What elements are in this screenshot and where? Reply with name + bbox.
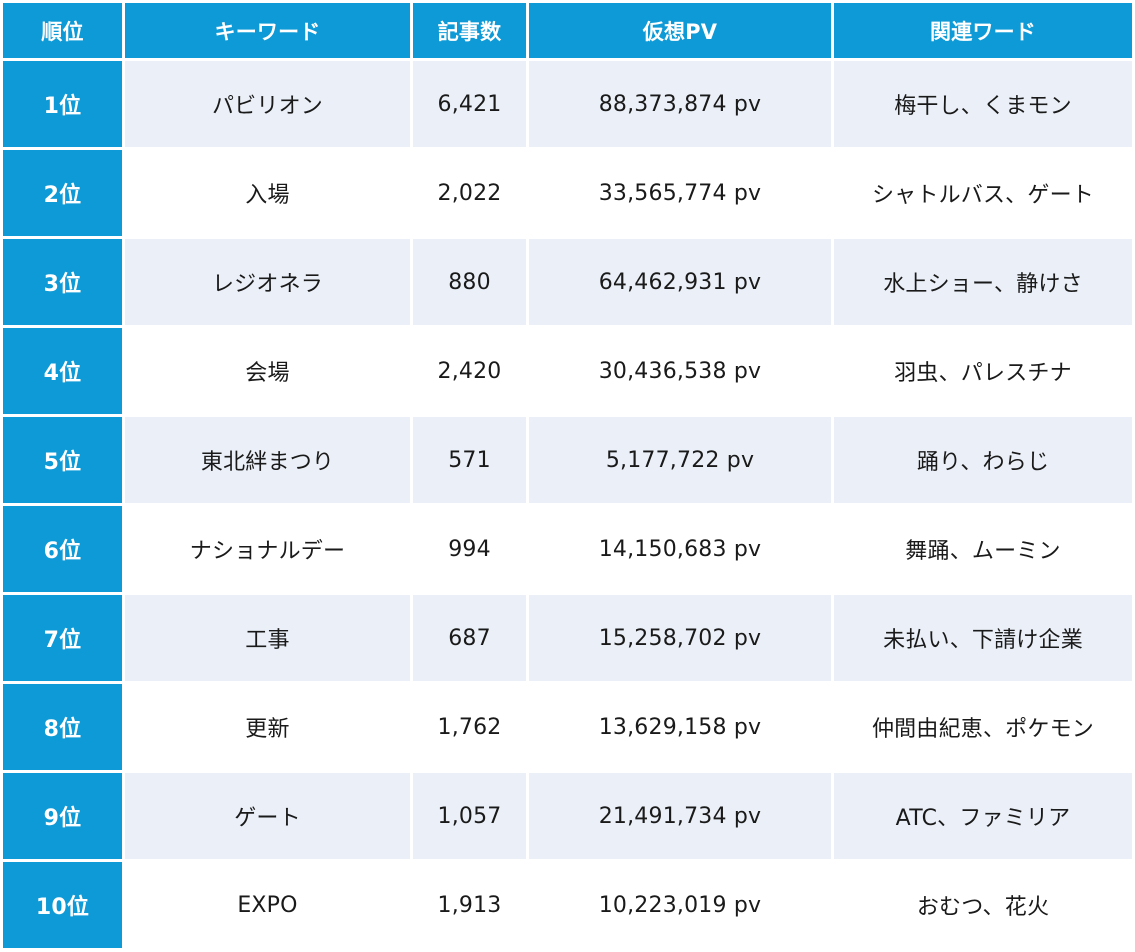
header-keyword: キーワード — [125, 3, 410, 58]
rank-cell: 5位 — [3, 417, 122, 503]
keyword-cell: パビリオン — [125, 61, 410, 147]
virtual-pv-cell: 21,491,734 pv — [529, 773, 831, 859]
keyword-cell: 入場 — [125, 150, 410, 236]
header-related-words: 関連ワード — [834, 3, 1132, 58]
header-virtual-pv: 仮想PV — [529, 3, 831, 58]
keyword-cell: 会場 — [125, 328, 410, 414]
keyword-cell: ナショナルデー — [125, 506, 410, 592]
article-count-cell: 571 — [413, 417, 526, 503]
article-count-cell: 2,022 — [413, 150, 526, 236]
related-words-cell: 羽虫、パレスチナ — [834, 328, 1132, 414]
article-count-cell: 2,420 — [413, 328, 526, 414]
rank-cell: 4位 — [3, 328, 122, 414]
virtual-pv-cell: 15,258,702 pv — [529, 595, 831, 681]
virtual-pv-cell: 33,565,774 pv — [529, 150, 831, 236]
rank-cell: 6位 — [3, 506, 122, 592]
related-words-cell: 水上ショー、静けさ — [834, 239, 1132, 325]
keyword-cell: ゲート — [125, 773, 410, 859]
virtual-pv-cell: 5,177,722 pv — [529, 417, 831, 503]
related-words-cell: 仲間由紀恵、ポケモン — [834, 684, 1132, 770]
rank-cell: 10位 — [3, 862, 122, 948]
article-count-cell: 687 — [413, 595, 526, 681]
rank-cell: 7位 — [3, 595, 122, 681]
virtual-pv-cell: 88,373,874 pv — [529, 61, 831, 147]
keyword-cell: 工事 — [125, 595, 410, 681]
header-article-count: 記事数 — [413, 3, 526, 58]
article-count-cell: 1,057 — [413, 773, 526, 859]
related-words-cell: 舞踊、ムーミン — [834, 506, 1132, 592]
keyword-cell: 更新 — [125, 684, 410, 770]
related-words-cell: シャトルバス、ゲート — [834, 150, 1132, 236]
keyword-cell: レジオネラ — [125, 239, 410, 325]
rank-cell: 9位 — [3, 773, 122, 859]
virtual-pv-cell: 10,223,019 pv — [529, 862, 831, 948]
rank-cell: 8位 — [3, 684, 122, 770]
related-words-cell: ATC、ファミリア — [834, 773, 1132, 859]
rank-cell: 1位 — [3, 61, 122, 147]
virtual-pv-cell: 64,462,931 pv — [529, 239, 831, 325]
rank-cell: 2位 — [3, 150, 122, 236]
article-count-cell: 1,762 — [413, 684, 526, 770]
virtual-pv-cell: 14,150,683 pv — [529, 506, 831, 592]
article-count-cell: 6,421 — [413, 61, 526, 147]
article-count-cell: 994 — [413, 506, 526, 592]
related-words-cell: おむつ、花火 — [834, 862, 1132, 948]
header-rank: 順位 — [3, 3, 122, 58]
rank-cell: 3位 — [3, 239, 122, 325]
related-words-cell: 踊り、わらじ — [834, 417, 1132, 503]
virtual-pv-cell: 30,436,538 pv — [529, 328, 831, 414]
keyword-cell: 東北絆まつり — [125, 417, 410, 503]
keyword-cell: EXPO — [125, 862, 410, 948]
keyword-ranking-table: 順位 キーワード 記事数 仮想PV 関連ワード 1位 パビリオン 6,421 8… — [3, 3, 1132, 948]
related-words-cell: 未払い、下請け企業 — [834, 595, 1132, 681]
article-count-cell: 880 — [413, 239, 526, 325]
article-count-cell: 1,913 — [413, 862, 526, 948]
related-words-cell: 梅干し、くまモン — [834, 61, 1132, 147]
virtual-pv-cell: 13,629,158 pv — [529, 684, 831, 770]
